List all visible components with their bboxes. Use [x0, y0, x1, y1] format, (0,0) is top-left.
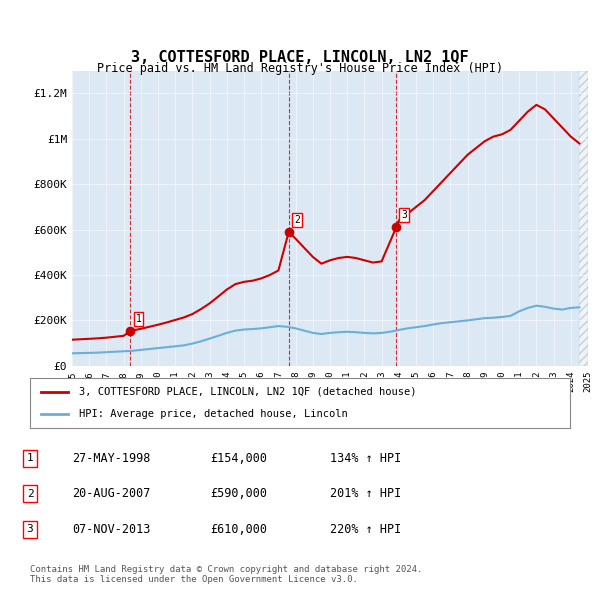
Text: 27-MAY-1998: 27-MAY-1998 [72, 452, 151, 465]
Text: 134% ↑ HPI: 134% ↑ HPI [330, 452, 401, 465]
Text: Contains HM Land Registry data © Crown copyright and database right 2024.
This d: Contains HM Land Registry data © Crown c… [30, 565, 422, 584]
Text: HPI: Average price, detached house, Lincoln: HPI: Average price, detached house, Linc… [79, 409, 347, 419]
Text: 1: 1 [26, 454, 34, 463]
Text: £610,000: £610,000 [210, 523, 267, 536]
Text: 2: 2 [26, 489, 34, 499]
Text: 3: 3 [401, 210, 407, 220]
Text: 1: 1 [136, 314, 142, 324]
Text: 3: 3 [26, 525, 34, 534]
Text: Price paid vs. HM Land Registry's House Price Index (HPI): Price paid vs. HM Land Registry's House … [97, 62, 503, 75]
Text: 3, COTTESFORD PLACE, LINCOLN, LN2 1QF (detached house): 3, COTTESFORD PLACE, LINCOLN, LN2 1QF (d… [79, 386, 416, 396]
Text: £154,000: £154,000 [210, 452, 267, 465]
Text: 220% ↑ HPI: 220% ↑ HPI [330, 523, 401, 536]
Text: 3, COTTESFORD PLACE, LINCOLN, LN2 1QF: 3, COTTESFORD PLACE, LINCOLN, LN2 1QF [131, 50, 469, 65]
Text: 20-AUG-2007: 20-AUG-2007 [72, 487, 151, 500]
Text: 07-NOV-2013: 07-NOV-2013 [72, 523, 151, 536]
Text: 201% ↑ HPI: 201% ↑ HPI [330, 487, 401, 500]
Text: £590,000: £590,000 [210, 487, 267, 500]
Text: 2: 2 [294, 215, 300, 225]
